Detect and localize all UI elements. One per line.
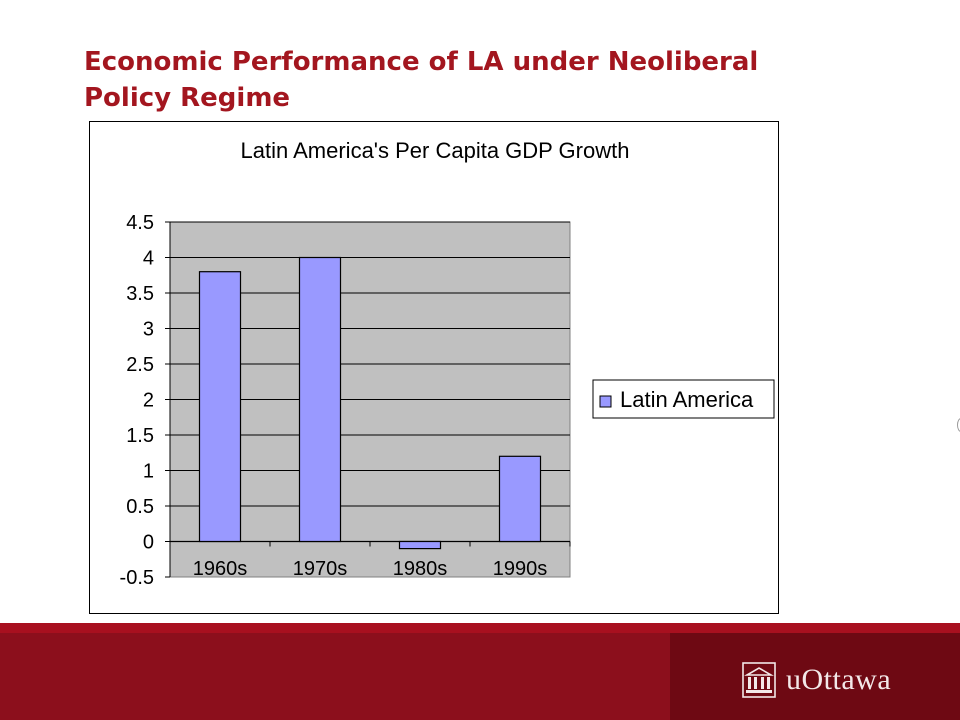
bar <box>498 455 542 543</box>
y-tick-label: 4 <box>143 248 154 270</box>
bar <box>298 256 342 543</box>
chart-frame: Latin America's Per Capita GDP Growth 4.… <box>89 121 779 614</box>
legend-label: Latin America <box>620 387 754 412</box>
bar <box>198 271 242 543</box>
footer-bar <box>0 623 960 720</box>
footer-strip <box>0 623 960 633</box>
chart: Latin America's Per Capita GDP Growth 4.… <box>120 138 775 589</box>
slide-title: Economic Performance of LA under Neolibe… <box>84 47 759 113</box>
y-tick-label: 2.5 <box>126 354 154 376</box>
y-tick-label: 3.5 <box>126 283 154 305</box>
x-tick-label: 1960s <box>193 558 248 580</box>
chart-title: Latin America's Per Capita GDP Growth <box>241 138 630 163</box>
building-icon <box>742 662 776 698</box>
brand-text: uOttawa <box>786 663 892 696</box>
y-tick-label: 0 <box>143 532 154 554</box>
x-tick-label: 1990s <box>493 558 548 580</box>
y-tick-label: 4.5 <box>126 212 154 234</box>
x-tick-label: 1980s <box>393 558 448 580</box>
y-tick-label: 2 <box>143 390 154 412</box>
y-tick-label: 3 <box>143 319 154 341</box>
bar <box>398 540 442 550</box>
y-tick-label: -0.5 <box>120 567 154 589</box>
x-tick-label: 1970s <box>293 558 348 580</box>
footer-logo-block <box>670 633 960 720</box>
y-tick-label: 1.5 <box>126 425 154 447</box>
legend: Latin America <box>592 379 775 419</box>
y-tick-label: 0.5 <box>126 496 154 518</box>
uottawa-logo: uOttawa <box>742 660 891 700</box>
y-tick-label: 1 <box>143 461 154 483</box>
legend-swatch <box>599 395 612 408</box>
